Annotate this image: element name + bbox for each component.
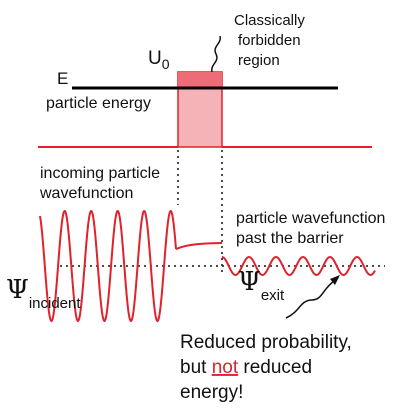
barrier-height-symbol: U bbox=[148, 48, 162, 69]
barrier-height-label: U0 bbox=[148, 48, 170, 72]
forbidden-label-line3: region bbox=[238, 52, 280, 69]
incoming-label-line2: wavefunction bbox=[39, 185, 133, 202]
note-line1: Reduced probability, bbox=[180, 332, 352, 353]
barrier-decay-wavefunction bbox=[175, 242, 223, 251]
note-emphasis: not bbox=[212, 357, 239, 378]
psi-incident-label: Ψincident bbox=[6, 275, 81, 312]
note-line2: but not reduced bbox=[180, 357, 312, 378]
forbidden-label-line1: Classically bbox=[234, 12, 305, 29]
note-line2-pre: but bbox=[180, 357, 212, 378]
past-barrier-label-line1: particle wavefunction bbox=[236, 210, 385, 227]
barrier-top bbox=[178, 72, 222, 87]
barrier-height-subscript: 0 bbox=[162, 56, 170, 72]
psi-exit-subscript: exit bbox=[261, 287, 285, 304]
psi-incident-subscript: incident bbox=[29, 295, 82, 312]
note-arrow bbox=[285, 280, 335, 319]
forbidden-label-line2: forbidden bbox=[238, 32, 301, 49]
past-barrier-label-line2: past the barrier bbox=[236, 230, 344, 247]
psi-exit-label: Ψexit bbox=[238, 267, 285, 304]
psi-incident-symbol: Ψ bbox=[6, 275, 29, 305]
incident-wavefunction bbox=[39, 209, 177, 323]
psi-exit-symbol: Ψ bbox=[238, 267, 261, 297]
forbidden-connector bbox=[211, 35, 221, 73]
exit-wavefunction bbox=[221, 255, 376, 277]
incoming-label-line1: incoming particle bbox=[40, 165, 160, 182]
particle-energy-label: particle energy bbox=[46, 95, 151, 112]
note-line3: energy! bbox=[180, 382, 243, 403]
note-line2-post: reduced bbox=[238, 357, 312, 378]
note-arrowhead bbox=[330, 275, 340, 285]
energy-symbol: E bbox=[57, 69, 68, 88]
